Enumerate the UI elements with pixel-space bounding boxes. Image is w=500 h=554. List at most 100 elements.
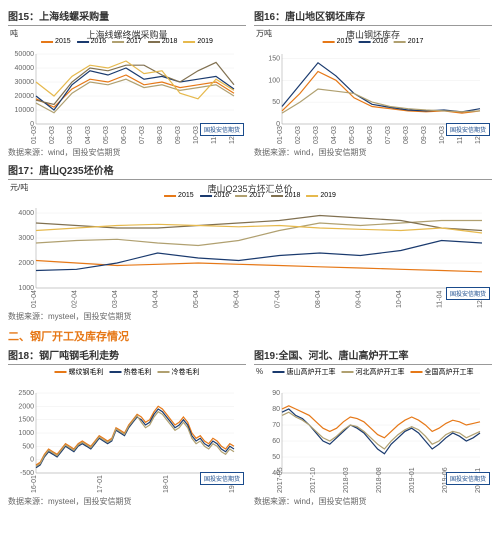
legend-swatch <box>200 195 212 197</box>
panel-17-svg: 100020003000400001-0402-0403-0404-0405-0… <box>8 180 488 310</box>
svg-text:05-03: 05-03 <box>103 126 110 144</box>
panel-19-chart: % 唐山高炉开工率河北高炉开工率全国高炉开工率 4050607080902017… <box>254 364 492 495</box>
svg-text:08-03: 08-03 <box>157 126 164 144</box>
svg-text:17-01: 17-01 <box>97 475 104 493</box>
svg-text:150: 150 <box>268 55 280 62</box>
svg-text:09-04: 09-04 <box>355 290 362 308</box>
legend-swatch <box>271 195 283 197</box>
panel-15-source: 数据来源：wind，国投安信期货 <box>8 147 246 158</box>
panel-15-legend: 2015 2016 2017 2018 2019 <box>41 38 213 45</box>
svg-text:1000: 1000 <box>18 430 34 437</box>
svg-text:2000: 2000 <box>18 403 34 410</box>
row-3: 图18：钢厂吨钢毛利走势 螺纹钢毛利热卷毛利冷卷毛利 -500050010001… <box>8 347 492 507</box>
svg-text:2017-10: 2017-10 <box>310 467 317 493</box>
legend-label: 2017 <box>126 38 142 45</box>
legend-item: 河北高炉开工率 <box>342 367 405 377</box>
svg-text:09-03: 09-03 <box>175 126 182 144</box>
legend-item: 热卷毛利 <box>110 367 152 377</box>
logo-icon: 国投安信期货 <box>446 472 490 485</box>
svg-text:07-03: 07-03 <box>385 126 392 144</box>
svg-text:05-04: 05-04 <box>193 290 200 308</box>
legend-label: 热卷毛利 <box>124 367 152 377</box>
svg-text:10-03: 10-03 <box>439 126 446 144</box>
svg-text:80: 80 <box>272 406 280 413</box>
legend-label: 唐山高炉开工率 <box>287 367 336 377</box>
svg-text:20000: 20000 <box>15 93 35 100</box>
svg-text:60: 60 <box>272 438 280 445</box>
panel-16-yunit: 万吨 <box>256 28 272 39</box>
svg-text:16-01: 16-01 <box>31 475 38 493</box>
legend-item: 2016 <box>77 38 107 45</box>
svg-text:08-03: 08-03 <box>403 126 410 144</box>
legend-swatch <box>342 371 354 373</box>
svg-text:50: 50 <box>272 454 280 461</box>
svg-text:02-03: 02-03 <box>295 126 302 144</box>
legend-swatch <box>112 41 124 43</box>
legend-item: 螺纹钢毛利 <box>55 367 104 377</box>
panel-17-yunit: 元/吨 <box>10 182 28 193</box>
panel-18-source: 数据来源：mysteel，国投安信期货 <box>8 496 246 507</box>
legend-item: 2019 <box>306 192 336 199</box>
legend-item: 2018 <box>148 38 178 45</box>
svg-text:10-03: 10-03 <box>193 126 200 144</box>
legend-item: 2015 <box>323 38 353 45</box>
legend-swatch <box>411 371 423 373</box>
legend-swatch <box>306 195 318 197</box>
svg-text:04-04: 04-04 <box>153 290 160 308</box>
svg-text:04-03: 04-03 <box>85 126 92 144</box>
panel-19-yunit: % <box>256 367 263 376</box>
page-root: 图15：上海线螺采购量 吨 上海线螺终端采购量 2015201620172018… <box>0 0 500 519</box>
svg-text:0: 0 <box>30 457 34 464</box>
legend-label: 2016 <box>214 192 230 199</box>
legend-swatch <box>55 371 67 373</box>
legend-swatch <box>323 41 335 43</box>
svg-text:2018-08: 2018-08 <box>376 467 383 493</box>
legend-item: 2017 <box>394 38 424 45</box>
panel-16-chart: 万吨 唐山钢坯库存 201520162017 05010015001-0302-… <box>254 25 492 146</box>
panel-17-source: 数据来源：mysteel，国投安信期货 <box>8 311 492 322</box>
legend-label: 2015 <box>337 38 353 45</box>
panel-15-title: 图15：上海线螺采购量 <box>8 8 246 23</box>
panel-16-source: 数据来源：wind，国投安信期货 <box>254 147 492 158</box>
panel-17-legend: 20152016201720182019 <box>164 192 336 199</box>
legend-label: 2016 <box>91 38 107 45</box>
svg-text:03-03: 03-03 <box>67 126 74 144</box>
svg-text:18-01: 18-01 <box>163 475 170 493</box>
legend-label: 2019 <box>320 192 336 199</box>
legend-label: 2015 <box>55 38 71 45</box>
legend-swatch <box>148 41 160 43</box>
legend-swatch <box>110 371 122 373</box>
legend-item: 2015 <box>41 38 71 45</box>
svg-text:07-03: 07-03 <box>139 126 146 144</box>
legend-item: 冷卷毛利 <box>158 367 200 377</box>
section-2-label: 二、钢厂开工及库存情况 <box>8 331 129 343</box>
panel-19: 图19:全国、河北、唐山高炉开工率 % 唐山高炉开工率河北高炉开工率全国高炉开工… <box>254 347 492 507</box>
legend-swatch <box>358 41 370 43</box>
svg-text:2018-03: 2018-03 <box>343 467 350 493</box>
panel-15: 图15：上海线螺采购量 吨 上海线螺终端采购量 2015201620172018… <box>8 8 246 158</box>
svg-text:08-04: 08-04 <box>315 290 322 308</box>
svg-text:01-04: 01-04 <box>31 290 38 308</box>
svg-text:07-04: 07-04 <box>274 290 281 308</box>
legend-item: 2016 <box>358 38 388 45</box>
svg-text:70: 70 <box>272 422 280 429</box>
legend-label: 2018 <box>285 192 301 199</box>
legend-label: 冷卷毛利 <box>172 367 200 377</box>
panel-18-legend: 螺纹钢毛利 热卷毛利 冷卷毛利 <box>55 367 200 377</box>
svg-text:3000: 3000 <box>18 235 34 242</box>
legend-swatch <box>158 371 170 373</box>
legend-label: 2017 <box>408 38 424 45</box>
svg-text:05-03: 05-03 <box>349 126 356 144</box>
legend-swatch <box>235 195 247 197</box>
panel-17: 图17：唐山Q235坯价格 元/吨 唐山Q235方坯汇总价 2015201620… <box>8 162 492 322</box>
svg-text:10000: 10000 <box>15 107 35 114</box>
row-1: 图15：上海线螺采购量 吨 上海线螺终端采购量 2015201620172018… <box>8 8 492 158</box>
svg-text:50000: 50000 <box>15 51 35 58</box>
svg-text:02-03: 02-03 <box>49 126 56 144</box>
legend-item: 2019 <box>183 38 213 45</box>
panel-16-legend: 2015 2016 2017 <box>323 38 424 45</box>
legend-item: 2016 <box>200 192 230 199</box>
svg-text:03-04: 03-04 <box>112 290 119 308</box>
logo-icon: 国投安信期货 <box>200 472 244 485</box>
svg-text:2019-01: 2019-01 <box>409 467 416 493</box>
